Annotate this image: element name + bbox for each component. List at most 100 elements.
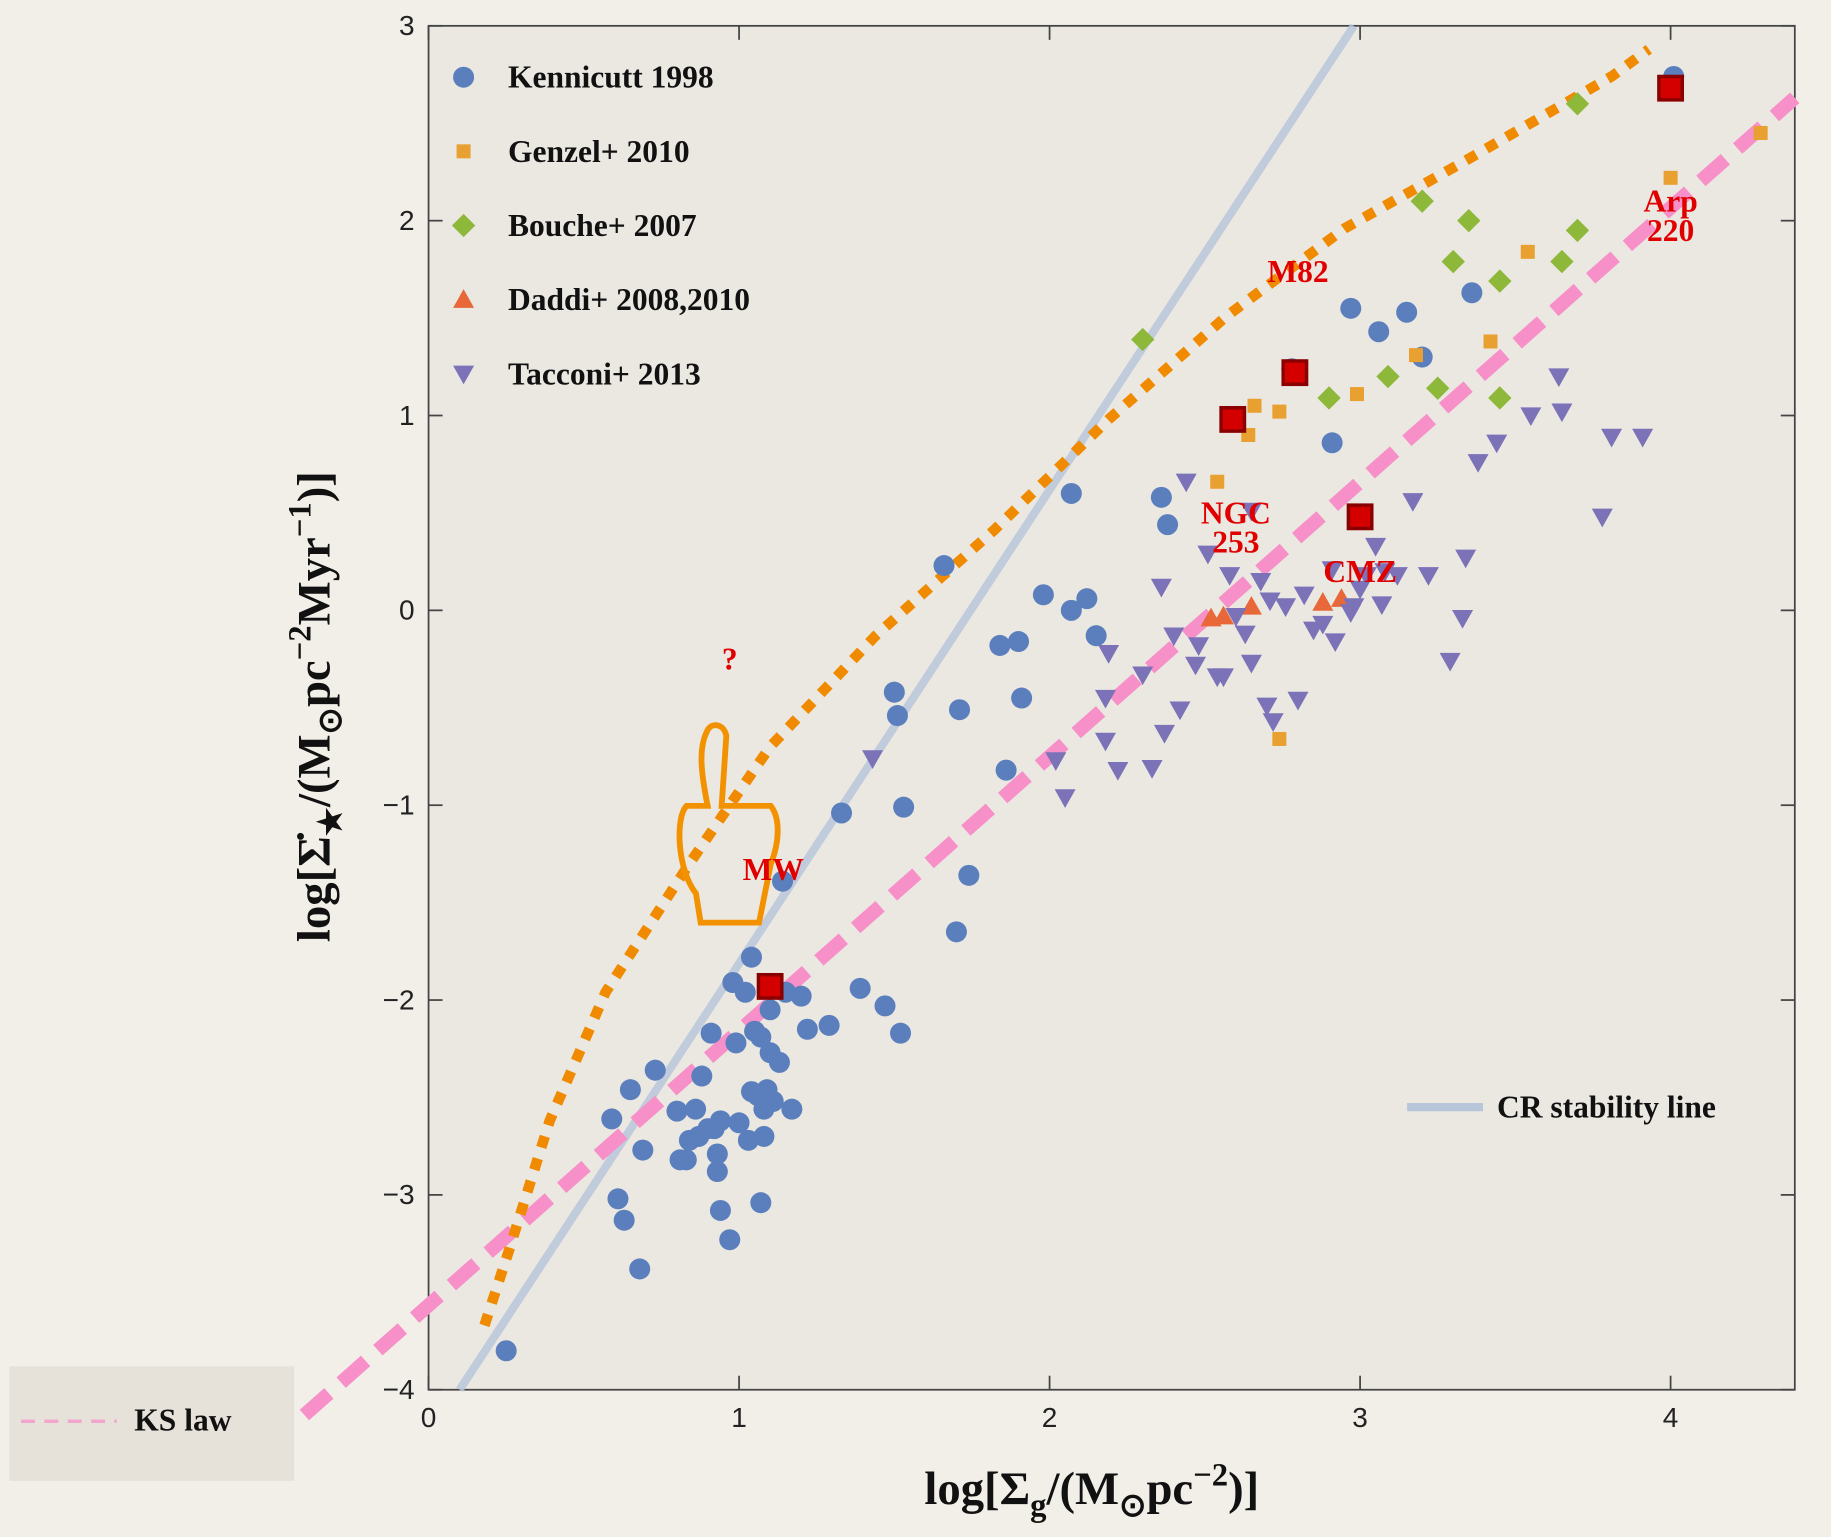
y-tick-label: 0 <box>399 595 415 626</box>
point <box>1551 403 1573 423</box>
point <box>1175 473 1197 493</box>
point <box>768 1051 790 1073</box>
point <box>1439 652 1461 672</box>
point <box>1219 567 1241 586</box>
highlight-point <box>756 972 784 1000</box>
point <box>619 1079 641 1101</box>
point <box>958 864 980 886</box>
point <box>1426 376 1450 400</box>
point <box>1169 701 1191 721</box>
point <box>1094 689 1116 709</box>
legend-label: Genzel+ 2010 <box>508 134 690 169</box>
point <box>1240 595 1262 615</box>
x-axis-label-part: /(M <box>1045 1463 1119 1515</box>
point <box>1349 580 1371 600</box>
point <box>945 921 967 943</box>
point <box>995 759 1017 781</box>
point <box>1011 687 1033 709</box>
point <box>1520 244 1535 259</box>
legend-label: Tacconi+ 2013 <box>508 356 701 391</box>
y-tick-label: −3 <box>383 1179 415 1210</box>
legend-label: Daddi+ 2008,2010 <box>508 282 750 317</box>
x-axis-label: log[Σg/(M⊙pc−2)] <box>924 1457 1259 1523</box>
point <box>706 1143 728 1165</box>
x-tick-label: 1 <box>731 1402 747 1433</box>
point <box>725 1032 747 1054</box>
x-tick-label: 2 <box>1042 1402 1058 1433</box>
point <box>1293 586 1315 606</box>
point <box>886 705 908 727</box>
point <box>1483 334 1498 349</box>
point <box>862 750 884 769</box>
point <box>644 1059 666 1081</box>
point <box>750 1192 772 1214</box>
x-tick-label: 4 <box>1663 1402 1679 1433</box>
point <box>1098 645 1120 664</box>
point <box>613 1209 635 1231</box>
point <box>1287 691 1309 711</box>
point <box>1312 615 1334 635</box>
point <box>1153 724 1175 744</box>
y-axis-label-part: −1 <box>283 502 319 537</box>
x-axis-label-part: −2 <box>1193 1457 1228 1493</box>
point <box>728 1112 750 1134</box>
point <box>1520 407 1542 427</box>
point <box>1550 249 1574 274</box>
line <box>479 44 1652 1328</box>
point <box>893 796 915 818</box>
annotation: NGC <box>1201 495 1271 530</box>
annotation: Arp <box>1643 184 1697 219</box>
point <box>1461 282 1483 304</box>
point <box>734 981 756 1003</box>
legend-marker <box>453 365 475 385</box>
y-axis-label-part: pc <box>288 660 340 707</box>
point <box>1256 697 1278 717</box>
point <box>1212 605 1234 625</box>
point <box>632 1139 654 1161</box>
annotation: MW <box>743 852 805 887</box>
point <box>1188 637 1210 656</box>
point <box>1275 598 1297 617</box>
y-axis-label-part: /(M <box>288 734 340 808</box>
y-tick-label: −4 <box>383 1374 415 1405</box>
point <box>1488 386 1512 410</box>
point <box>1240 654 1262 674</box>
annotation: ? <box>722 642 738 677</box>
x-axis-label-part: ⊙ <box>1119 1488 1146 1524</box>
point <box>772 870 794 892</box>
y-axis-label: log[Σ̇★/(M⊙pc−2Myr−1)] <box>283 471 349 942</box>
point <box>1548 368 1570 388</box>
point <box>1185 656 1207 676</box>
point <box>1107 761 1129 781</box>
point <box>753 1125 775 1147</box>
point <box>831 802 853 824</box>
point <box>1410 189 1434 213</box>
point <box>1349 387 1364 402</box>
point <box>1343 598 1365 617</box>
point <box>719 1229 741 1251</box>
point <box>1234 625 1256 645</box>
legend-label: Kennicutt 1998 <box>508 60 714 95</box>
annotation: 220 <box>1647 213 1694 248</box>
y-axis-label-part: ⊙ <box>313 707 349 734</box>
point <box>849 977 871 999</box>
point <box>890 1022 912 1044</box>
point <box>1371 596 1393 616</box>
point <box>1402 493 1424 512</box>
point <box>1094 732 1116 752</box>
point <box>933 555 955 577</box>
y-tick-label: −2 <box>383 984 415 1015</box>
annotation: CMZ <box>1323 554 1397 589</box>
point <box>1212 668 1234 688</box>
point <box>607 1188 629 1210</box>
point <box>709 1110 731 1132</box>
highlight-point <box>1346 503 1374 531</box>
point <box>1054 789 1076 808</box>
point <box>750 1026 772 1048</box>
point <box>1157 514 1179 536</box>
legend-marker <box>456 144 471 159</box>
point <box>949 699 971 721</box>
point <box>1632 428 1654 448</box>
point <box>700 1022 722 1044</box>
